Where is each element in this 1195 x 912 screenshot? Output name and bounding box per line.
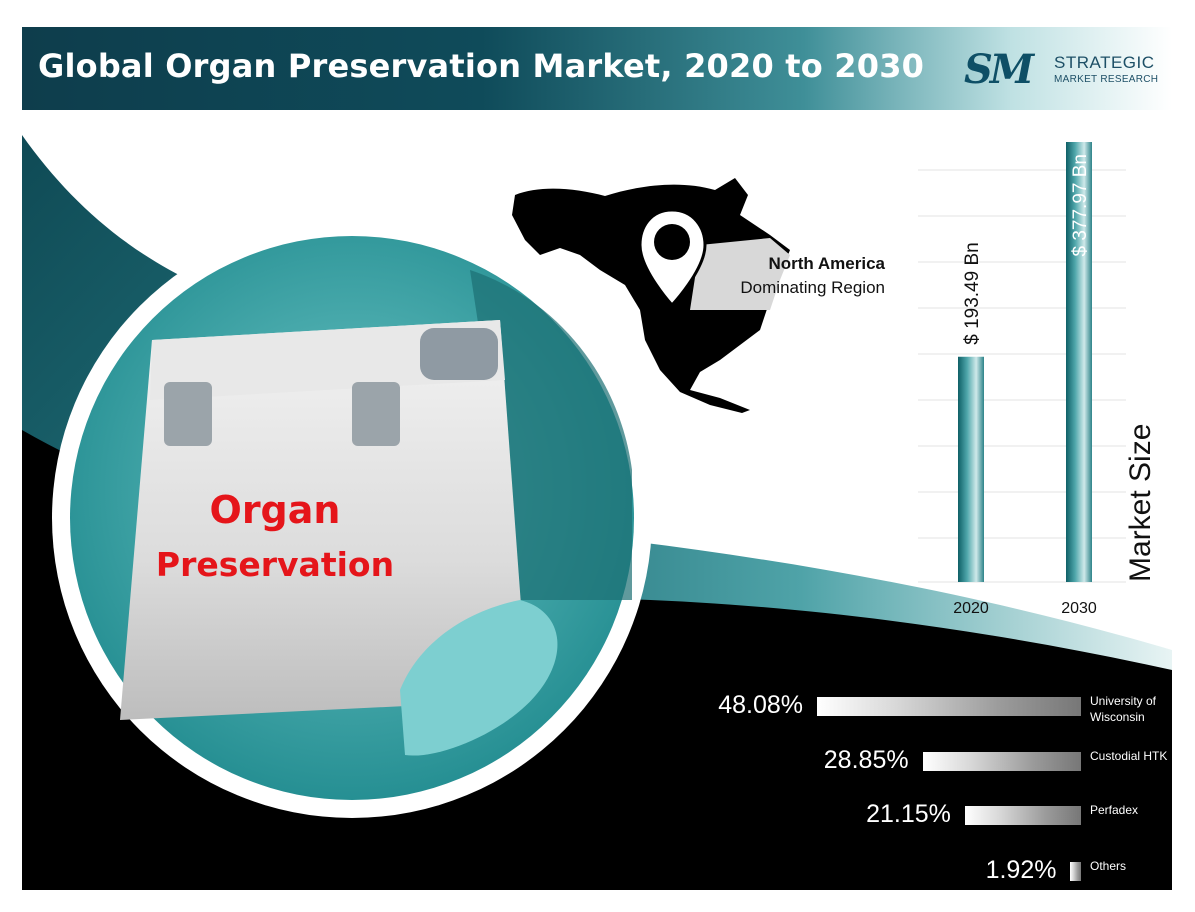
preservation-box bbox=[120, 320, 528, 720]
share-category-label: University of Wisconsin bbox=[1090, 694, 1157, 724]
north-america-map bbox=[512, 178, 790, 413]
box-label-preservation: Preservation bbox=[155, 545, 395, 584]
market-value-label: $ 193.49 Bn bbox=[962, 242, 983, 344]
page-title: Global Organ Preservation Market, 2020 t… bbox=[38, 47, 925, 85]
share-category-label: Custodial HTK bbox=[1090, 749, 1168, 763]
share-bar bbox=[922, 752, 1081, 771]
share-percent-label: 28.85% bbox=[823, 746, 909, 774]
share-category-label: Perfadex bbox=[1090, 803, 1139, 817]
region-label: North America Dominating Region bbox=[680, 252, 885, 300]
share-percent-label: 21.15% bbox=[866, 800, 951, 828]
region-subtitle: Dominating Region bbox=[740, 278, 885, 297]
share-bar bbox=[1070, 862, 1081, 881]
share-bar bbox=[817, 697, 1081, 716]
header-banner: Global Organ Preservation Market, 2020 t… bbox=[22, 27, 1172, 110]
share-percent-label: 1.92% bbox=[985, 856, 1057, 884]
market-bar-2030 bbox=[1066, 142, 1092, 582]
share-bar bbox=[964, 806, 1081, 825]
market-year-label: 2020 bbox=[953, 600, 989, 617]
region-name: North America bbox=[768, 254, 885, 273]
market-value-label: $ 377.97 Bn bbox=[1070, 154, 1091, 256]
market-bar-2020 bbox=[958, 356, 984, 582]
company-logo: SM STRATEGIC MARKET RESEARCH bbox=[964, 47, 1174, 95]
market-year-label: 2030 bbox=[1061, 600, 1097, 617]
logo-text-strategic: STRATEGIC bbox=[1054, 53, 1155, 72]
share-category-label: Others bbox=[1090, 859, 1127, 873]
logo-mark: SM bbox=[964, 46, 1034, 93]
share-percent-label: 48.08% bbox=[718, 691, 803, 719]
box-label-organ: Organ bbox=[209, 488, 341, 532]
glove-shape bbox=[400, 600, 558, 756]
logo-text-market-research: MARKET RESEARCH bbox=[1054, 74, 1159, 85]
market-size-axis-label: Market Size bbox=[1124, 424, 1157, 582]
